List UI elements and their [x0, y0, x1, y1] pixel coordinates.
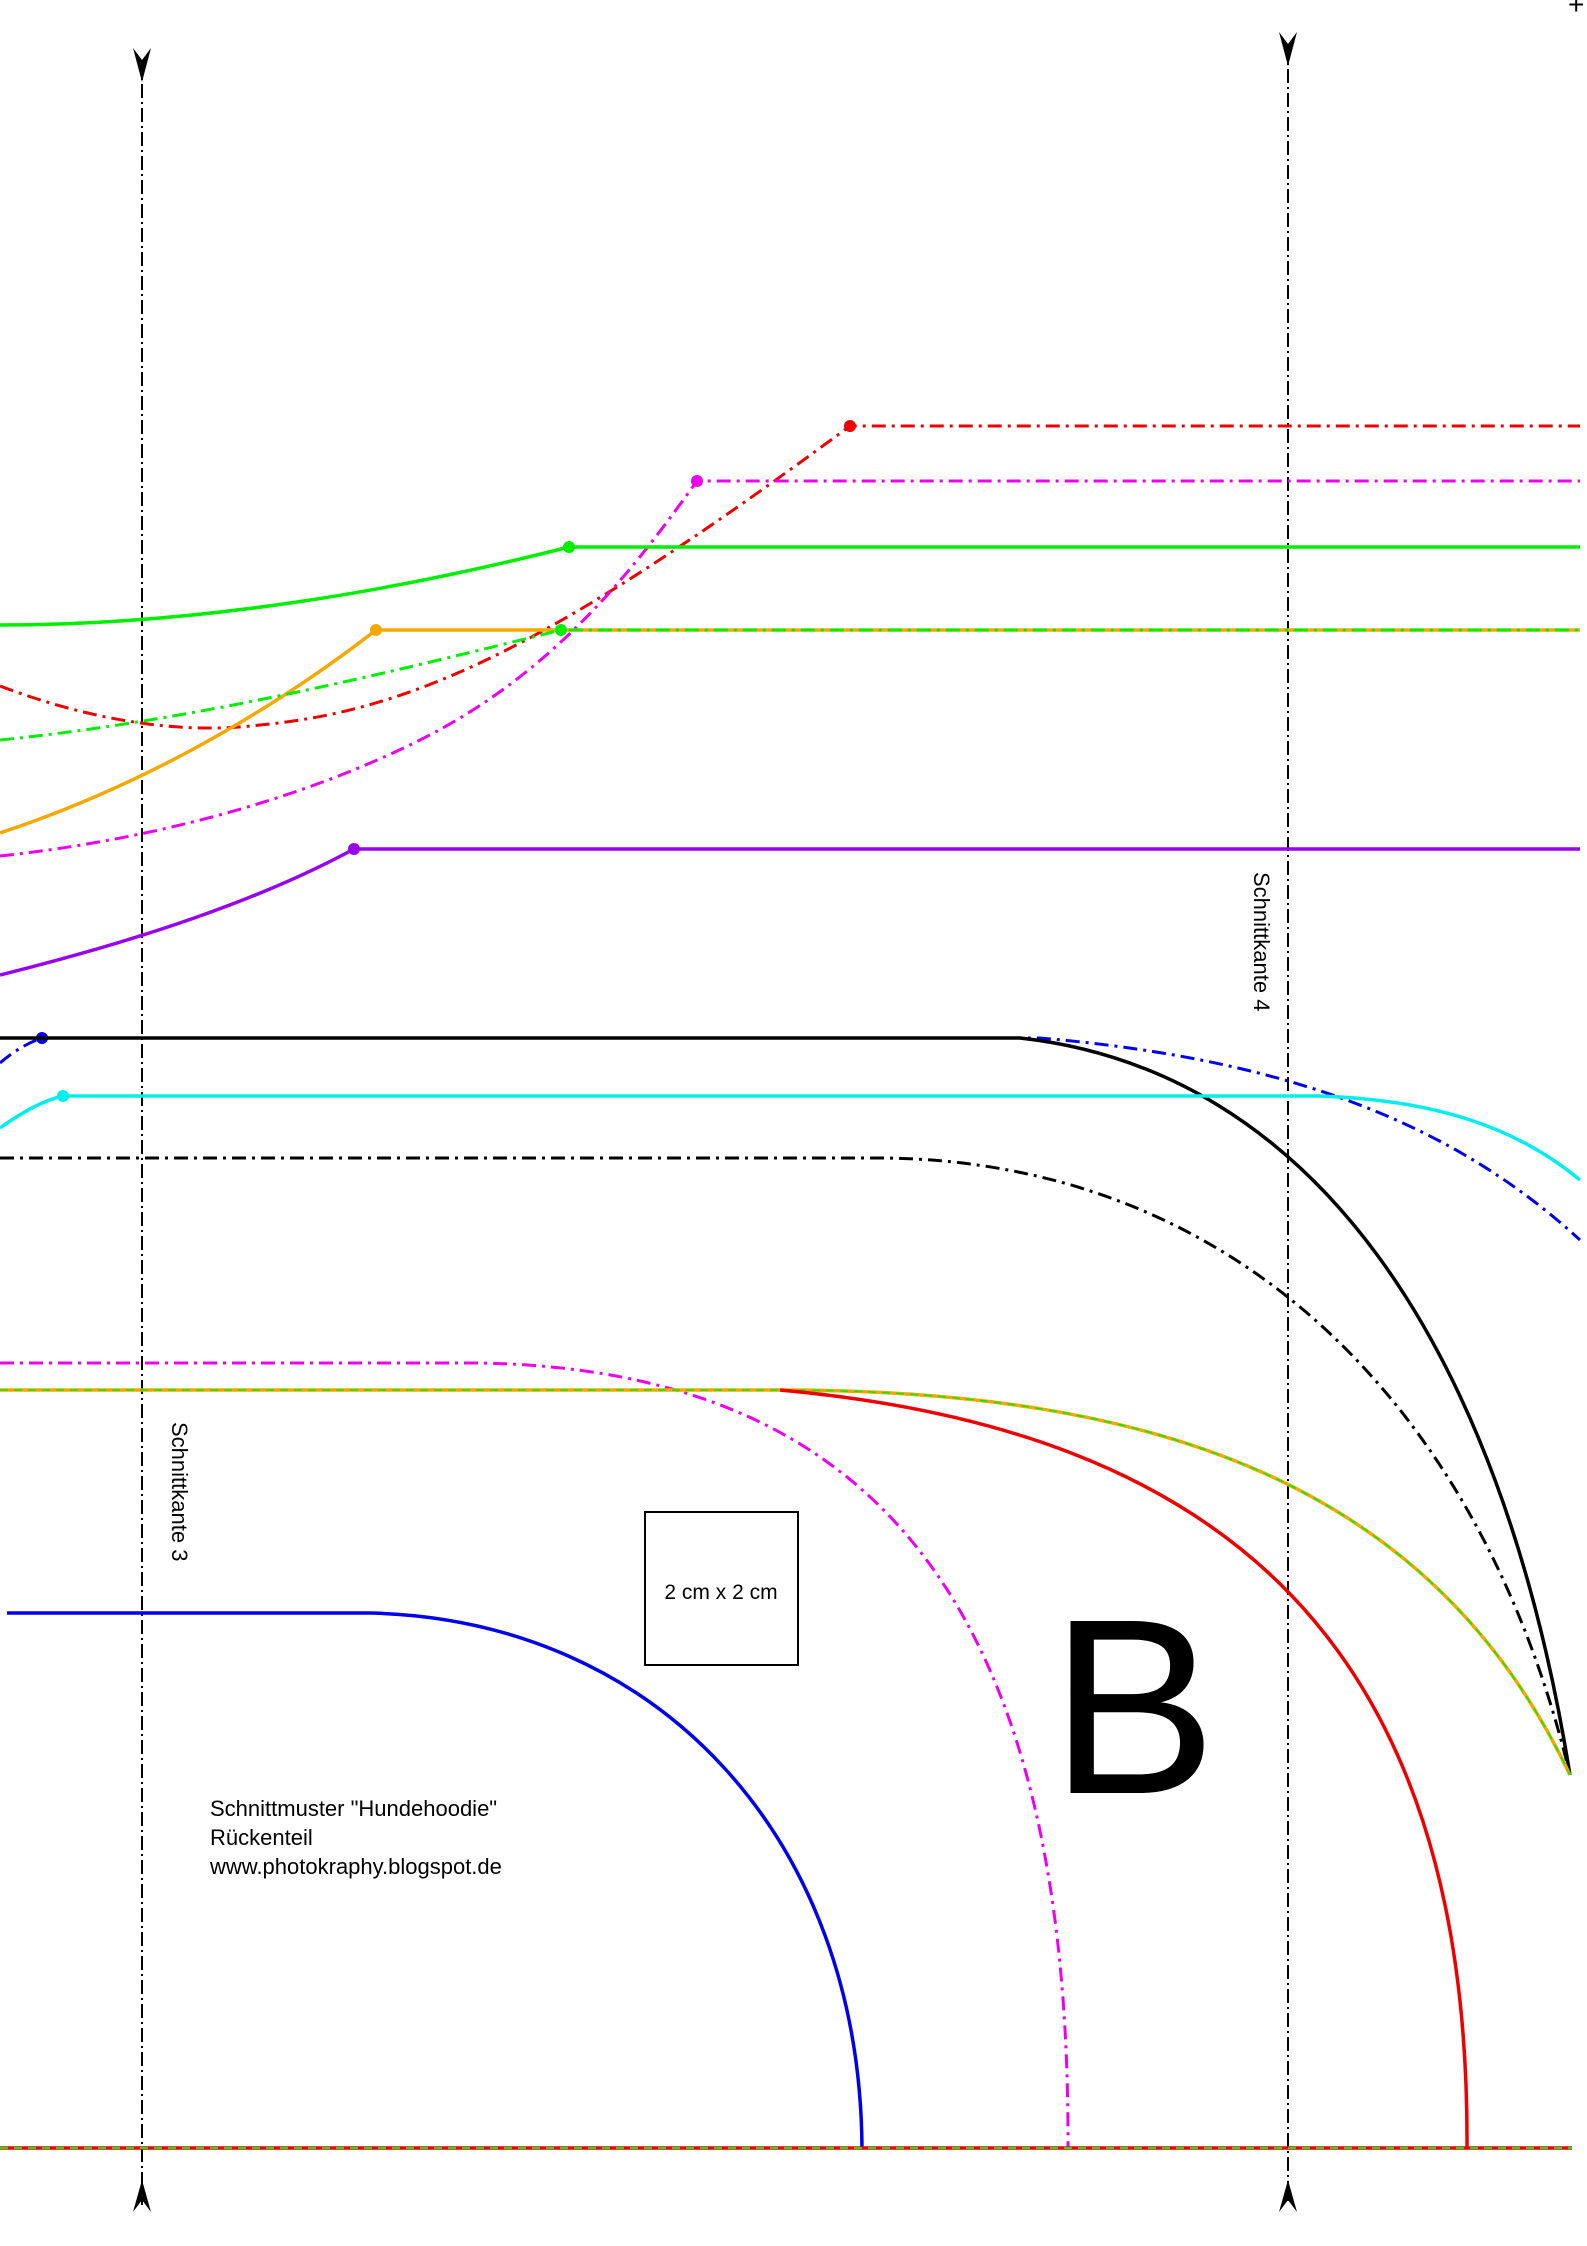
blue-solid-leg-curve: [7, 1611, 864, 2149]
arrow-bottom-right-icon: [1279, 2180, 1297, 2212]
blue-dashdot-line: [0, 1032, 1582, 1242]
cut-edge-3-label: Schnittkante 3: [167, 1422, 192, 1561]
magenta-dashdot-neckline: [0, 475, 1580, 858]
cut-edge-4-line: [1279, 32, 1297, 2212]
black-dashdot-side-curve: [0, 1156, 1572, 1776]
red-solid-leg-curve: [779, 1388, 1469, 2149]
pattern-info-website: www.photokraphy.blogspot.de: [209, 1854, 502, 1879]
orange-green-dashed-curve: [0, 1388, 1572, 1776]
arrow-top-right-icon: [1279, 32, 1297, 66]
cut-edge-4-label: Schnittkante 4: [1249, 872, 1274, 1011]
magenta-dashdot-leg-curve: [0, 1361, 1070, 2149]
pattern-info-piece: Rückenteil: [210, 1825, 313, 1850]
corner-crop-mark: +: [1568, 0, 1584, 20]
arrow-top-left-icon: [133, 48, 151, 82]
cut-edge-3-line: [133, 48, 151, 2212]
orange-solid-neckline: [0, 624, 1580, 835]
piece-letter: B: [1050, 1567, 1217, 1846]
black-solid-side-curve: [0, 1036, 1572, 1776]
cyan-solid-line: [0, 1090, 1582, 1182]
pattern-info-title: Schnittmuster "Hundehoodie": [210, 1796, 497, 1821]
scale-box-label: 2 cm x 2 cm: [664, 1581, 777, 1604]
red-dashdot-neckline: [0, 420, 1580, 730]
green-dashdot-neckline: [0, 624, 1580, 742]
scale-box: 2 cm x 2 cm: [644, 1511, 799, 1666]
arrow-bottom-left-icon: [133, 2180, 151, 2212]
purple-solid-neckline: [0, 843, 1580, 977]
green-solid-neckline: [0, 541, 1580, 627]
